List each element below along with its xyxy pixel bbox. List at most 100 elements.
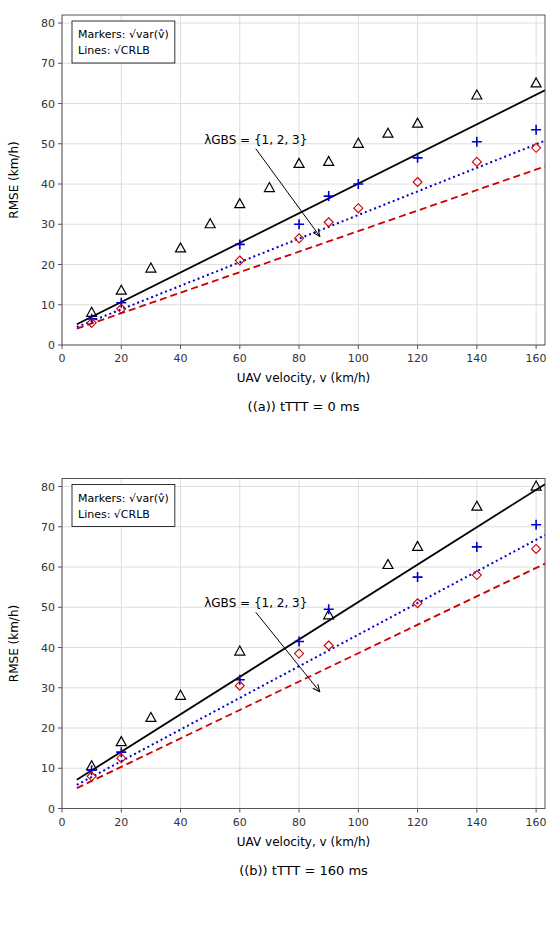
y-grid-line bbox=[62, 567, 545, 568]
marker-diamond bbox=[295, 649, 304, 658]
y-axis-label: RMSE (km/h) bbox=[7, 605, 21, 682]
y-tick bbox=[58, 103, 62, 104]
x-tick bbox=[62, 345, 63, 349]
text-box-line: Markers: √var(v̂) bbox=[78, 28, 169, 41]
x-tick bbox=[180, 345, 181, 349]
x-grid-line bbox=[417, 15, 418, 345]
y-tick-label: 20 bbox=[41, 259, 55, 272]
x-tick bbox=[417, 809, 418, 813]
x-tick-label: 160 bbox=[526, 352, 547, 365]
y-tick-label: 10 bbox=[41, 299, 55, 312]
marker-plus bbox=[324, 604, 334, 614]
marker-plus bbox=[116, 747, 126, 757]
figure: 02040608010012014016001020304050607080λG… bbox=[0, 0, 558, 927]
annotation-arrow bbox=[256, 612, 320, 692]
y-tick-label: 80 bbox=[41, 481, 55, 494]
y-tick-label: 40 bbox=[41, 642, 55, 655]
y-tick bbox=[58, 143, 62, 144]
marker-plus bbox=[353, 179, 363, 189]
x-tick-label: 40 bbox=[174, 352, 188, 365]
caption: ((a)) tTTT = 0 ms bbox=[248, 399, 360, 414]
x-grid-line bbox=[536, 15, 537, 345]
y-tick-label: 60 bbox=[41, 561, 55, 574]
marker-triangle bbox=[146, 712, 156, 721]
x-tick-label: 0 bbox=[59, 816, 66, 829]
marker-plus bbox=[235, 675, 245, 685]
plot-frame bbox=[62, 15, 545, 345]
y-grid-line bbox=[62, 728, 545, 729]
x-tick-label: 80 bbox=[292, 816, 306, 829]
marker-triangle bbox=[383, 560, 393, 569]
marker-plus bbox=[235, 239, 245, 249]
x-tick-label: 20 bbox=[114, 816, 128, 829]
x-tick bbox=[476, 345, 477, 349]
x-tick bbox=[358, 809, 359, 813]
marker-triangle bbox=[116, 285, 126, 294]
y-tick-label: 80 bbox=[41, 17, 55, 30]
x-axis-label: UAV velocity, v (km/h) bbox=[237, 835, 370, 849]
y-tick bbox=[58, 63, 62, 64]
marker-triangle bbox=[413, 118, 423, 127]
marker-triangle bbox=[176, 243, 186, 252]
x-tick bbox=[62, 809, 63, 813]
text-box-line: Lines: √CRLB bbox=[78, 508, 150, 521]
marker-plus bbox=[413, 153, 423, 163]
y-tick bbox=[58, 184, 62, 185]
y-tick-label: 40 bbox=[41, 178, 55, 191]
plot-frame bbox=[62, 479, 545, 809]
x-tick-label: 140 bbox=[466, 816, 487, 829]
marker-diamond bbox=[117, 754, 126, 763]
grid bbox=[62, 479, 545, 809]
caption: ((b)) tTTT = 160 ms bbox=[239, 863, 368, 878]
y-tick bbox=[58, 486, 62, 487]
marker-diamond bbox=[413, 599, 422, 608]
marker-plus bbox=[294, 636, 304, 646]
crlb-line bbox=[77, 484, 545, 780]
y-tick bbox=[58, 768, 62, 769]
annotation-arrow bbox=[256, 149, 320, 237]
x-tick bbox=[476, 809, 477, 813]
marker-triangle bbox=[531, 78, 541, 87]
marker-plus bbox=[531, 125, 541, 135]
x-grid-line bbox=[239, 15, 240, 345]
y-tick-label: 50 bbox=[41, 138, 55, 151]
x-tick-label: 120 bbox=[407, 816, 428, 829]
x-axis-label: UAV velocity, v (km/h) bbox=[237, 371, 370, 385]
y-tick-label: 0 bbox=[48, 803, 55, 816]
y-grid-line bbox=[62, 103, 545, 104]
x-tick bbox=[536, 345, 537, 349]
x-tick-label: 140 bbox=[466, 352, 487, 365]
x-tick bbox=[180, 809, 181, 813]
x-tick bbox=[299, 809, 300, 813]
y-tick bbox=[58, 526, 62, 527]
marker-triangle bbox=[146, 263, 156, 272]
marker-plus bbox=[472, 137, 482, 147]
y-tick bbox=[58, 304, 62, 305]
marker-diamond bbox=[87, 772, 96, 781]
y-tick bbox=[58, 808, 62, 809]
crlb-line bbox=[77, 141, 545, 327]
y-tick-label: 70 bbox=[41, 57, 55, 70]
y-tick bbox=[58, 23, 62, 24]
marker-triangle bbox=[264, 183, 274, 192]
marker-diamond bbox=[532, 544, 541, 553]
x-tick-label: 80 bbox=[292, 352, 306, 365]
y-tick-label: 0 bbox=[48, 339, 55, 352]
annotation-text: λGBS = {1, 2, 3} bbox=[204, 596, 307, 610]
y-tick-label: 50 bbox=[41, 601, 55, 614]
x-grid-line bbox=[358, 479, 359, 809]
marker-triangle bbox=[383, 128, 393, 137]
x-tick bbox=[417, 345, 418, 349]
marker-triangle bbox=[235, 646, 245, 655]
marker-diamond bbox=[532, 143, 541, 152]
panel: 02040608010012014016001020304050607080λG… bbox=[7, 15, 547, 414]
y-tick bbox=[58, 607, 62, 608]
crlb-line bbox=[77, 90, 545, 324]
y-grid-line bbox=[62, 184, 545, 185]
x-grid-line bbox=[299, 15, 300, 345]
x-grid-line bbox=[180, 15, 181, 345]
marker-diamond bbox=[235, 681, 244, 690]
annotation-text: λGBS = {1, 2, 3} bbox=[204, 133, 307, 147]
panel: 02040608010012014016001020304050607080λG… bbox=[7, 479, 547, 878]
x-tick bbox=[239, 345, 240, 349]
